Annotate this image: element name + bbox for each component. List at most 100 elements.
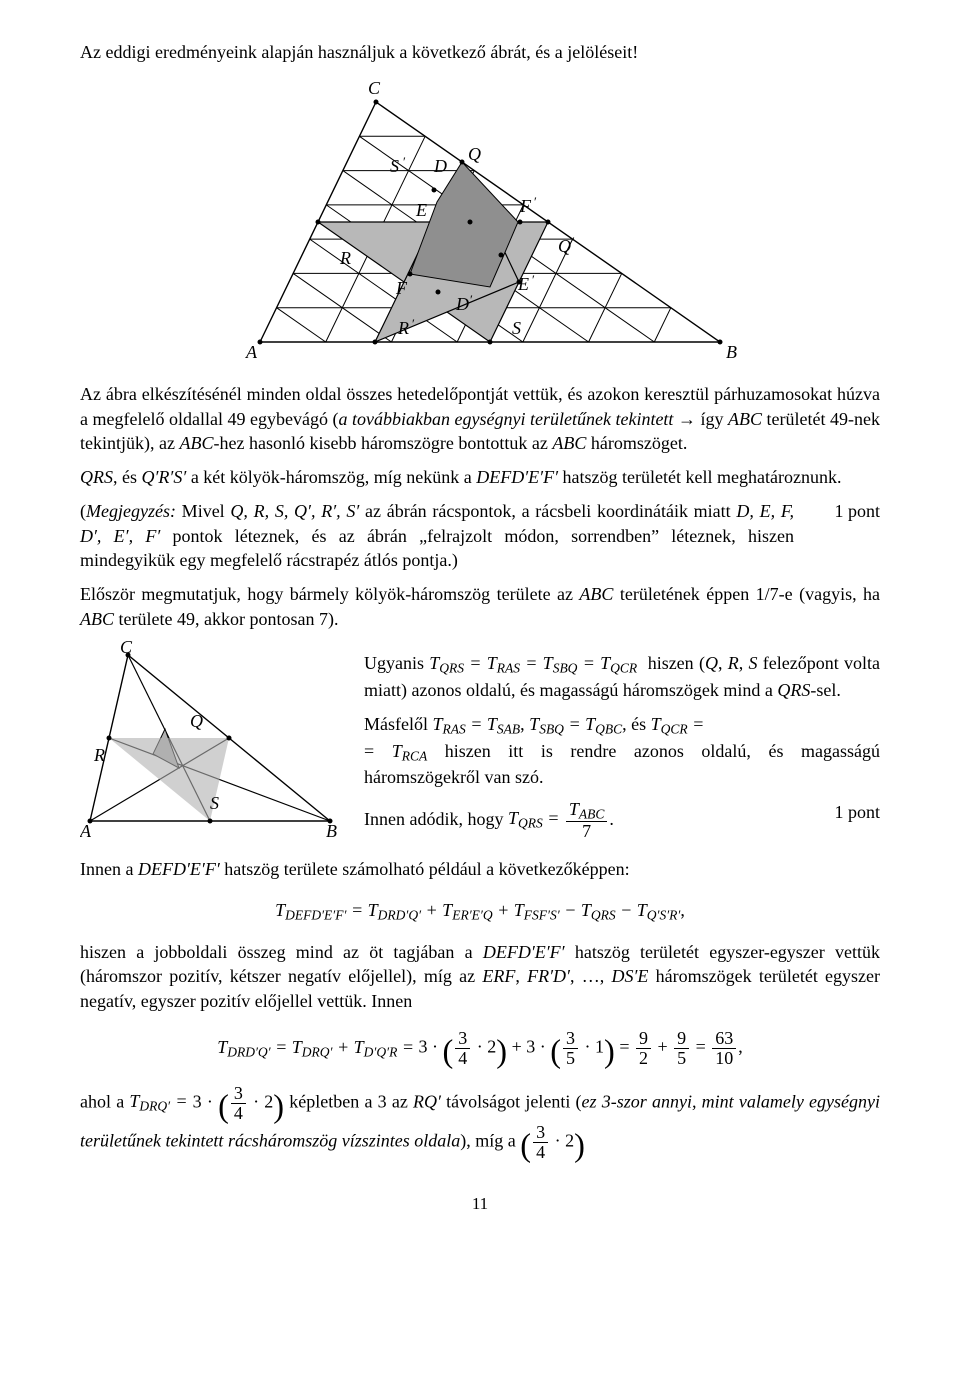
m-abc-4: ABC xyxy=(579,584,613,604)
p3-c: területe 49, akkor pontosan 7). xyxy=(114,609,338,629)
p2-a: , és xyxy=(113,467,142,487)
para-9: ahol a TDRQ′ = 3 · (34 · 2) képletben a … xyxy=(80,1084,880,1162)
f2-Q: Q xyxy=(190,711,203,731)
p4-a: Ugyanis xyxy=(364,653,429,673)
p1-c: → így xyxy=(673,409,728,429)
p1-e: ), az xyxy=(144,433,179,453)
p3-b: területének éppen 1/7-e (vagyis, ha xyxy=(613,584,880,604)
lbl-Ep-prime: ′ xyxy=(532,272,535,287)
p6-b: . xyxy=(609,808,614,828)
m-erf: ERF xyxy=(482,966,515,986)
p9-c: távolságot jelenti ( xyxy=(441,1091,582,1111)
p5-c: hiszen itt is rendre azonos oldalú, és m… xyxy=(364,741,880,788)
f2-R: R xyxy=(93,745,105,765)
m-qrs: QRS xyxy=(80,467,113,487)
p2-c: hatszög területét kell meghatároznunk. xyxy=(558,467,841,487)
lbl-Qp: Q xyxy=(558,236,571,256)
equation-2: TDRD′Q′ = TDRQ′ + TD′Q′R = 3 · (34 · 2) … xyxy=(80,1029,880,1068)
para-2: QRS, és Q′R′S′ a két kölyök-háromszög, m… xyxy=(80,465,880,489)
p4-d: -sel. xyxy=(810,680,841,700)
lbl-Qp-prime: ′ xyxy=(572,234,575,249)
m-hex3: DEFD′E′F′ xyxy=(483,942,565,962)
p1-f: -hez hasonló kisebb háromszögre bontottu… xyxy=(213,433,552,453)
note-c: az ábrán rácspontok, a rácsbeli koordiná… xyxy=(359,501,736,521)
lbl-Dp: D xyxy=(455,294,469,314)
m-r: R xyxy=(728,653,739,673)
points-2: 1 pont xyxy=(794,800,880,824)
equation-1: TDEFD′E′F′ = TDRD′Q′ + TER′E′Q + TFSF′S′… xyxy=(80,898,880,925)
figure-1: A B C S ′ D Q E F ′ Q ′ R F D ′ E ′ R ′ … xyxy=(80,72,880,372)
p8-a: hiszen a jobboldali összeg mind az öt ta… xyxy=(80,942,483,962)
para-8: hiszen a jobboldali összeg mind az öt ta… xyxy=(80,940,880,1013)
lbl-Rp: R xyxy=(397,318,409,338)
para-1: Az ábra elkészítésénél minden oldal össz… xyxy=(80,382,880,455)
p5-b2: = xyxy=(364,741,392,761)
m-qrsP: Q′R′S′ xyxy=(142,467,187,487)
m-list1: Q, R, S, Q′, R′, S′ xyxy=(230,501,359,521)
p8-c: , …, xyxy=(570,966,611,986)
p1-b: a továbbiakban egységnyi területűnek tek… xyxy=(338,409,673,429)
p2-b: a két kölyök-háromszög, míg nekünk a xyxy=(186,467,476,487)
f2-B: B xyxy=(326,821,337,841)
page-number: 11 xyxy=(80,1193,880,1216)
m-s: S xyxy=(749,653,758,673)
note-d: pontok léteznek, és az ábrán „felrajzolt… xyxy=(80,526,794,570)
m-t4b: TRCA xyxy=(392,741,428,761)
p7-b: hatszög területe számolható például a kö… xyxy=(220,859,630,879)
fig2-row: A B C Q R S Ugyanis TQRS = TRAS = TSBQ =… xyxy=(80,641,880,847)
para-7: Innen a DEFD′E′F′ hatszög területe számo… xyxy=(80,857,880,881)
lbl-Fp: F xyxy=(519,196,532,216)
note-label: Megjegyzés: xyxy=(86,501,176,521)
para-4: Ugyanis TQRS = TRAS = TSBQ = TQCR hiszen… xyxy=(364,651,880,702)
p1-g: háromszöget. xyxy=(586,433,687,453)
p9-e: ), míg a xyxy=(460,1130,520,1150)
m-abc-5: ABC xyxy=(80,609,114,629)
lbl-Ep: E xyxy=(517,274,529,294)
lbl-R: R xyxy=(339,248,351,268)
lbl-E: E xyxy=(415,200,427,220)
lbl-C: C xyxy=(368,78,381,98)
lbl-Fp-prime: ′ xyxy=(534,194,537,209)
m-dse: DS′E xyxy=(611,966,648,986)
m-tdrq: TDRQ′ = xyxy=(129,1091,192,1111)
m-t5: TQRS = xyxy=(508,808,564,828)
note-row: (Megjegyzés: Mivel Q, R, S, Q′, R′, S′ a… xyxy=(80,499,880,572)
figure-2: A B C Q R S xyxy=(80,641,340,841)
points-1: 1 pont xyxy=(794,499,880,523)
m-qrs3: QRS xyxy=(777,680,810,700)
para-5: Másfelől TRAS = TSAB, TSBQ = TQBC, és TQ… xyxy=(364,712,880,789)
m-frd: FR′D′ xyxy=(527,966,570,986)
lbl-B: B xyxy=(726,342,737,362)
m-rq: RQ′ xyxy=(413,1091,441,1111)
m-t4: TQCR = xyxy=(651,714,705,734)
m-abc-2: ABC xyxy=(179,433,213,453)
p9-a: ahol a xyxy=(80,1091,129,1111)
lbl-D: D xyxy=(433,156,447,176)
intro-text: Az eddigi eredményeink alapján használju… xyxy=(80,40,880,64)
m-hex2: DEFD′E′F′ xyxy=(138,859,220,879)
note-b: Mivel xyxy=(176,501,230,521)
lbl-Rp-prime: ′ xyxy=(412,316,415,331)
f2-A: A xyxy=(80,821,92,841)
m-t2: TRAS = TSAB xyxy=(432,714,520,734)
p9-b: képletben a 3 az xyxy=(289,1091,413,1111)
para-6-row: Innen adódik, hogy TQRS = TABC 7 . 1 pon… xyxy=(364,800,880,841)
lbl-A: A xyxy=(245,342,258,362)
m-qrs2: Q xyxy=(705,653,718,673)
lbl-Dp-prime: ′ xyxy=(470,292,473,307)
m-t3: TSBQ = TQBC xyxy=(529,714,622,734)
m-abc-3: ABC xyxy=(552,433,586,453)
lbl-Sp: S xyxy=(390,156,399,176)
frac-tabc7: TABC 7 xyxy=(566,800,608,841)
lbl-S: S xyxy=(512,318,521,338)
m-abc-1: ABC xyxy=(728,409,762,429)
lbl-F: F xyxy=(395,278,408,298)
lbl-Sp-prime: ′ xyxy=(403,154,406,169)
f2-S: S xyxy=(210,793,219,813)
p6-a: Innen adódik, hogy xyxy=(364,808,508,828)
p7-a: Innen a xyxy=(80,859,138,879)
f2-C: C xyxy=(120,641,133,657)
p5-a: Másfelől xyxy=(364,714,432,734)
m-tqrs: TQRS = TRAS = TSBQ = TQCR xyxy=(429,653,637,673)
lbl-Q: Q xyxy=(468,144,481,164)
